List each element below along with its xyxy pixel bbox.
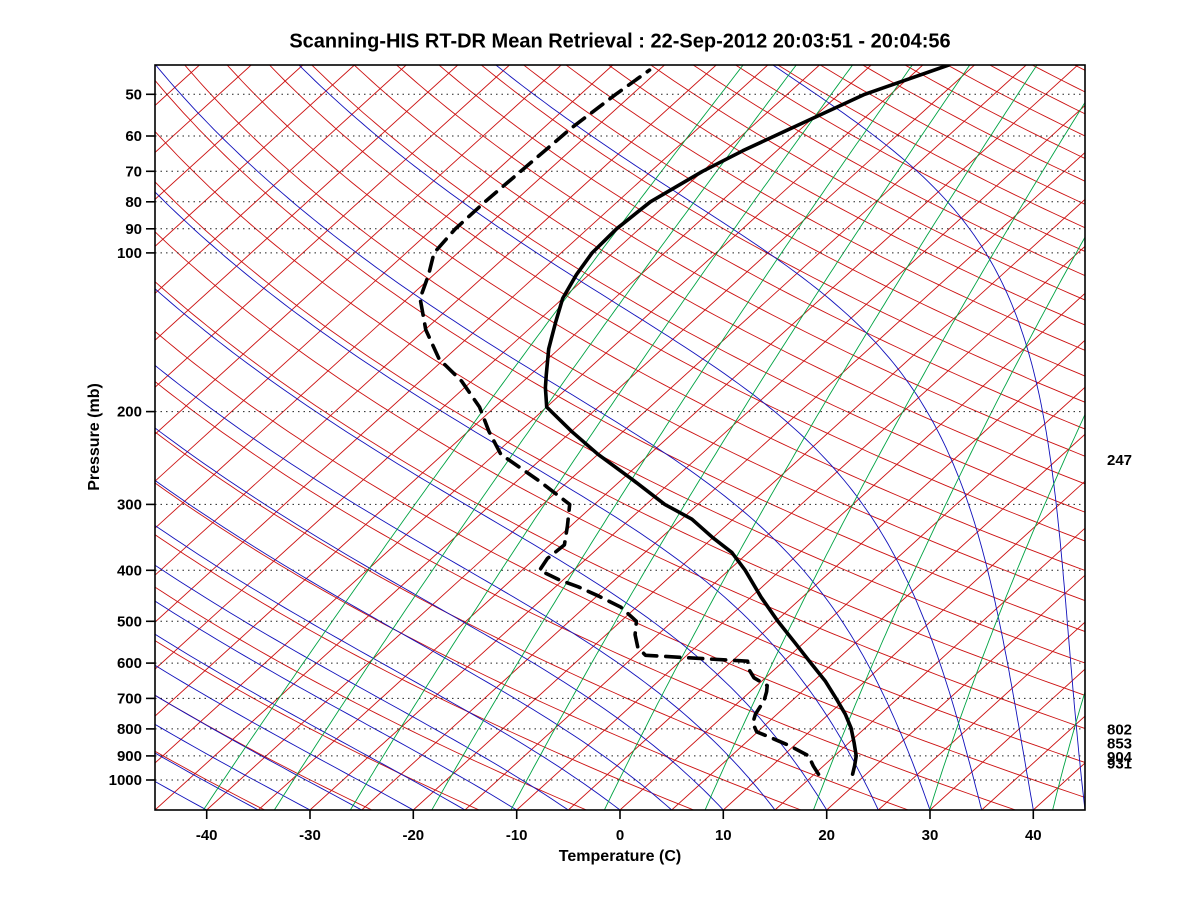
mixing-ratio-group	[202, 65, 1085, 810]
y-tick-label: 1000	[109, 772, 142, 789]
x-tick-label: -40	[196, 827, 218, 844]
y-axis-ticks: 50 60 70 80 90 100 200 300 400 500 600 700 800 900 100…	[109, 86, 155, 789]
x-tick-label: -10	[506, 827, 528, 844]
dewpoint-profile-line	[418, 68, 821, 776]
isotherms-group	[155, 65, 1085, 810]
y-tick-label: 400	[117, 562, 142, 579]
x-tick-label: 10	[715, 827, 732, 844]
y-tick-label: 800	[117, 721, 142, 738]
y-tick-label: 70	[125, 163, 142, 180]
x-tick-label: 30	[922, 827, 939, 844]
x-tick-label: -30	[299, 827, 321, 844]
y-tick-label: 90	[125, 221, 142, 238]
x-tick-label: -20	[402, 827, 424, 844]
plot-frame	[154, 64, 1086, 811]
x-tick-label: 40	[1025, 827, 1042, 844]
y-tick-label: 60	[125, 128, 142, 145]
right-level-label: 247	[1107, 452, 1132, 469]
y-tick-label: 50	[125, 86, 142, 103]
y-tick-label: 80	[125, 194, 142, 211]
moist-adiabats-group	[155, 65, 1085, 810]
y-tick-label: 900	[117, 748, 142, 765]
x-tick-label: 0	[616, 827, 624, 844]
x-axis-ticks: -40 -30 -20 -10 0 10 20 30 40	[196, 810, 1042, 844]
chart-title: Scanning-HIS RT-DR Mean Retrieval : 22-S…	[289, 30, 951, 53]
y-tick-label: 200	[117, 404, 142, 421]
x-tick-label: 20	[818, 827, 835, 844]
temperature-profile-line	[543, 65, 951, 776]
right-level-label: 931	[1107, 756, 1132, 773]
x-axis-label: Temperature (C)	[558, 848, 682, 865]
right-level-label: 904	[1107, 749, 1133, 766]
dry-adiabats-group	[155, 65, 1085, 810]
right-level-label: 853	[1107, 736, 1132, 753]
y-tick-label: 500	[117, 613, 142, 630]
right-level-label: 802	[1107, 722, 1132, 739]
y-tick-label: 600	[117, 655, 142, 672]
y-tick-label: 700	[117, 690, 142, 707]
pressure-gridlines-group	[155, 93, 1085, 781]
y-tick-label: 300	[117, 496, 142, 513]
y-tick-label: 100	[117, 245, 142, 262]
